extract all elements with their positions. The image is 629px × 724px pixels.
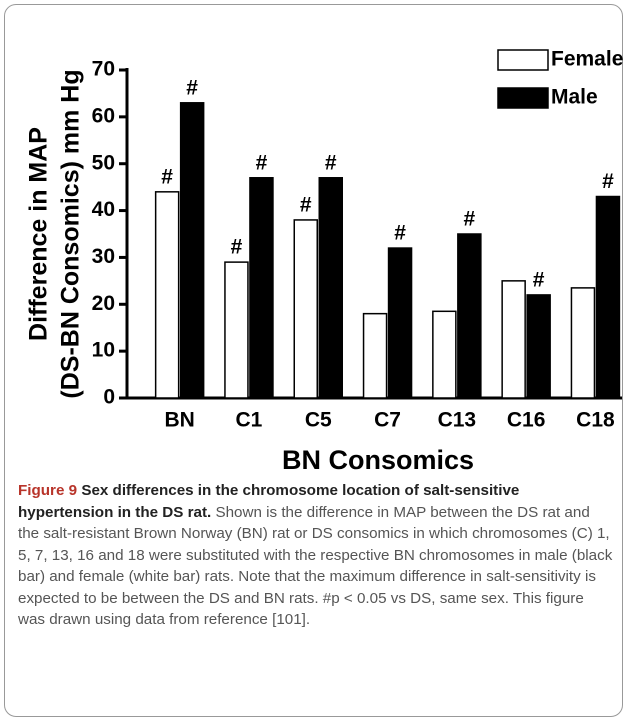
legend-label: Male [551,86,598,109]
x-tick-label: C1 [236,409,263,432]
significance-marker: # [256,151,268,174]
caption-label: Figure 9 [18,482,78,499]
bar [457,233,482,399]
y-tick-label: 50 [92,151,115,174]
bar [362,312,388,399]
significance-marker: # [602,170,614,193]
y-tick-label: 40 [92,198,115,221]
x-tick-label: BN [164,409,194,432]
x-tick-label: C18 [576,409,615,432]
legend-swatch [497,87,549,109]
significance-marker: # [464,208,476,231]
bar [293,219,318,399]
legend-swatch [497,49,549,71]
x-tick-label: C13 [438,409,477,432]
bar [154,191,180,399]
figure-frame [4,4,623,717]
bar [387,247,413,399]
x-tick-label: C16 [507,409,546,432]
y-tick-label: 0 [103,386,115,409]
significance-marker: # [231,236,243,259]
caption-text: Shown is the difference in MAP between t… [18,503,613,629]
significance-marker: # [186,76,198,99]
y-tick-label: 20 [92,292,115,315]
significance-marker: # [533,268,545,291]
significance-marker: # [300,193,312,216]
legend-label: Female [551,48,623,71]
chart: Difference in MAP (DS-BN Consomics) mm H… [25,48,624,475]
significance-marker: # [394,222,406,245]
bar [224,261,249,399]
bar [318,177,343,399]
x-axis-label: BN Consomics [282,445,474,475]
x-tick-label: C7 [374,409,401,432]
y-axis-label: (DS-BN Consomics) mm Hg [57,69,85,398]
y-tick-label: 10 [92,339,115,362]
bar [570,287,596,399]
x-tick-label: C5 [305,409,332,432]
bar [249,177,274,399]
significance-marker: # [161,165,173,188]
bar [432,310,457,399]
y-tick-label: 30 [92,245,115,268]
bar [179,102,205,399]
caption: Figure 9 Sex differences in the chromoso… [18,480,614,631]
y-tick-label: 60 [92,104,115,127]
bar [501,280,526,399]
significance-marker: # [325,151,337,174]
caption-title: Sex differences in the chromosome locati… [18,482,520,521]
bar [526,294,551,399]
y-tick-label: 70 [92,58,115,81]
bar [595,195,621,399]
y-axis-label: Difference in MAP [25,127,53,341]
